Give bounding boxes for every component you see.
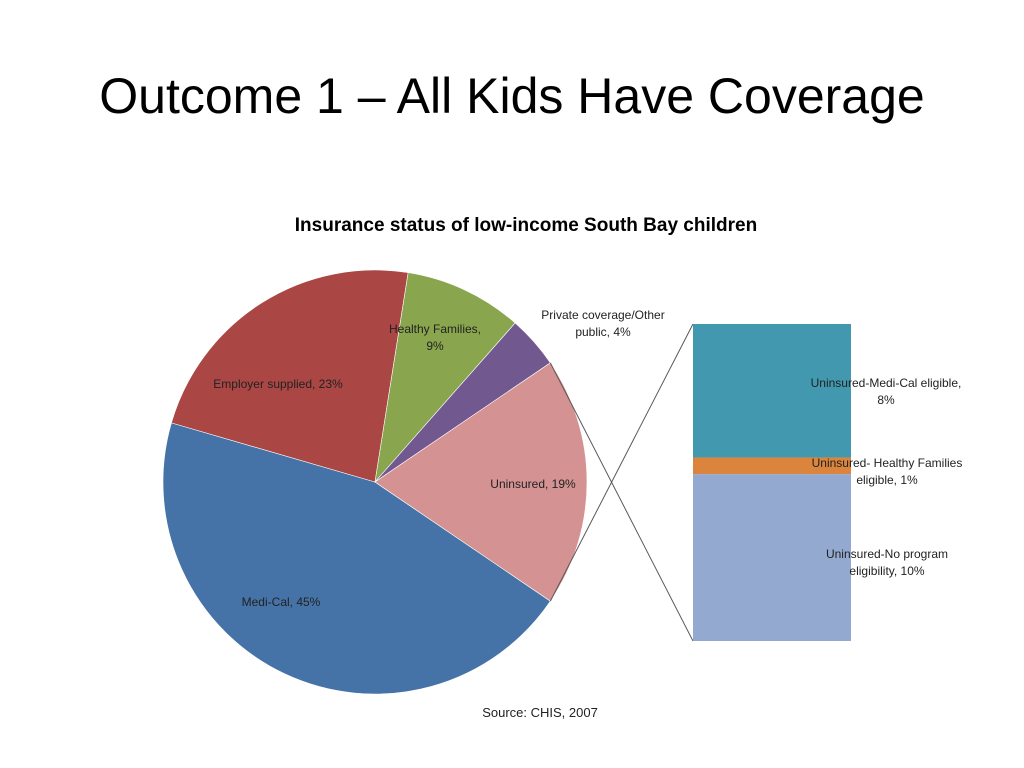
bar-label-uninsured-medi-cal-eligible: Uninsured-Medi-Cal eligible, 8% [811,376,962,407]
stacked-bar [693,324,851,641]
chart-title: Insurance status of low-income South Bay… [295,215,757,236]
connector-lines [549,323,694,642]
slide-title: Outcome 1 – All Kids Have Coverage [99,68,925,124]
pie-label-healthy-families: Healthy Families, 9% [389,322,481,353]
bar-segment-uninsured-medi-cal-eligible [693,324,851,458]
pie-label-employer-supplied: Employer supplied, 23% [213,377,343,391]
pie-label-medi-cal: Medi-Cal, 45% [242,595,321,609]
source-note: Source: CHIS, 2007 [482,705,598,720]
connector-line-bottom [549,362,694,642]
connector-line-top [549,323,694,602]
bar-label-uninsured-no-program-eligibility: Uninsured-No program eligibility, 10% [826,547,948,578]
pie-label-uninsured: Uninsured, 19% [490,477,576,491]
pie-label-private-coverage-other-public: Private coverage/Other public, 4% [541,308,664,339]
pie-slice-healthy-families [374,272,516,483]
bar-segment-uninsured-no-program-eligibility [693,474,851,641]
pie-slice-uninsured [374,362,588,602]
pie [162,269,588,695]
bar-segment-uninsured-healthy-families-eligible [693,457,851,475]
pie-slice-employer-supplied [171,269,409,483]
data-labels: Medi-Cal, 45% Employer supplied, 23% Healt… [213,308,962,609]
pie-slice-medi-cal [162,422,551,695]
bar-label-uninsured-healthy-families-eligible: Uninsured- Healthy Families eligible, 1% [812,456,963,487]
